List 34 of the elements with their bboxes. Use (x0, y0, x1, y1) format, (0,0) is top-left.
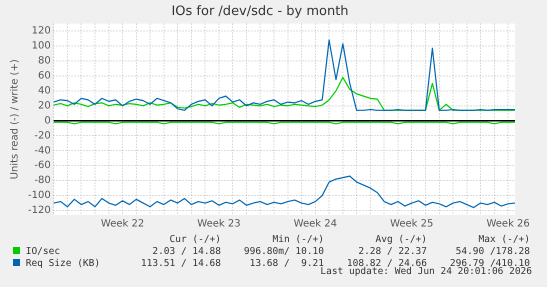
x-tick-label: Week 23 (197, 218, 241, 230)
text: 296.79 /410.10 (450, 257, 530, 268)
y-tick-label: 60 (38, 70, 51, 82)
y-tick-label: 40 (38, 85, 51, 96)
y-tick-label: -60 (34, 160, 51, 172)
y-tick-label: 100 (32, 40, 51, 52)
legend-label: Req Size (KB) (24, 257, 102, 269)
text: Max (-/+) (478, 233, 530, 245)
x-tick-label: Week 26 (486, 218, 530, 230)
y-tick-label: 20 (38, 100, 51, 112)
text: Min (-/+) (272, 233, 324, 245)
y-tick-label: -20 (34, 130, 51, 142)
y-tick-label: -80 (34, 175, 51, 186)
text: Avg (-/+) (374, 233, 427, 245)
y-tick-label: 0 (44, 115, 51, 126)
y-tick-label: -100 (28, 190, 51, 202)
text: Cur (-/+) (168, 233, 221, 245)
chart-title: IOs for /dev/sdc - by month (171, 4, 349, 20)
text: 113.51 / 14.68 (140, 257, 221, 269)
x-tick-label: Week 22 (100, 218, 144, 230)
text: Last update: Wed Jun 24 20:01:06 2026 (320, 266, 532, 277)
y-tick-label: -120 (28, 205, 51, 216)
text: 13.68 / 9.21 (248, 257, 324, 268)
y-tick-label: -40 (34, 145, 51, 156)
x-tick-label: Week 24 (294, 218, 337, 230)
text: 996.80m/ 10.10 (242, 245, 324, 257)
y-tick-label: 120 (32, 26, 51, 37)
text: 54.90 /178.28 (454, 245, 530, 257)
text: 2.03 / 14.88 (151, 245, 221, 257)
x-tick-label: Week 25 (390, 218, 434, 230)
text: 2.28 / 22.37 (357, 245, 427, 257)
legend-label: IO/sec (24, 245, 62, 257)
y-tick-label: 80 (38, 56, 51, 67)
y-axis-title: Units read (-) / write (+) (10, 59, 21, 180)
